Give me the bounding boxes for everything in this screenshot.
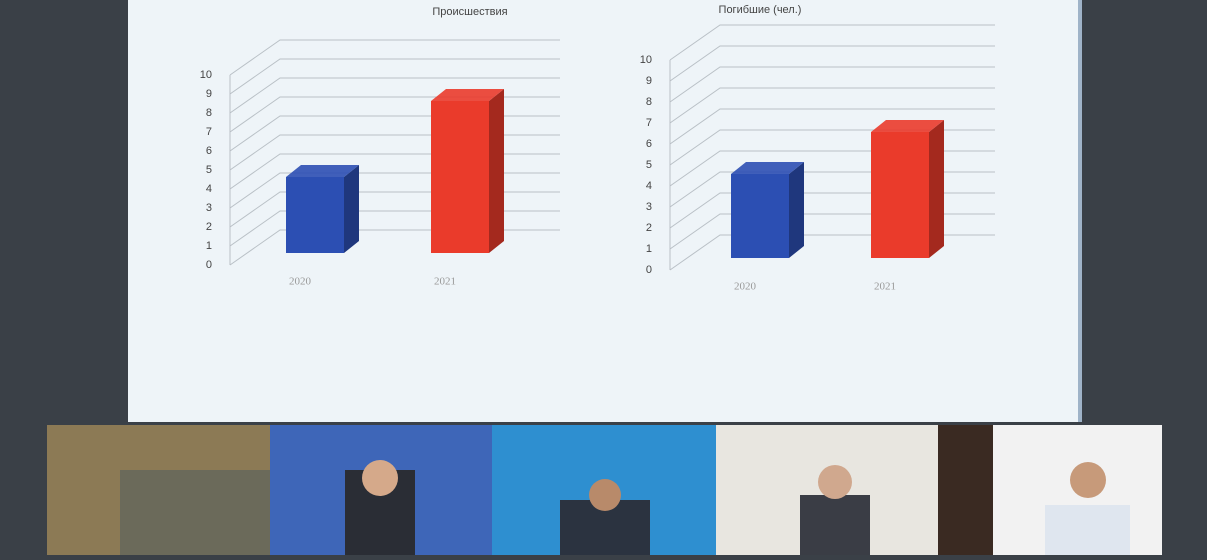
bar-side bbox=[489, 89, 504, 253]
y-tick-label: 3 bbox=[206, 202, 212, 214]
y-tick-label: 5 bbox=[646, 159, 652, 171]
bar-front bbox=[871, 132, 929, 258]
bar bbox=[871, 120, 944, 258]
screen: Происшествия01234567891020202021Погибшие… bbox=[0, 0, 1207, 555]
chart-title: Погибшие (чел.) bbox=[719, 4, 802, 16]
y-tick-label: 8 bbox=[206, 107, 212, 119]
chart-title: Происшествия bbox=[432, 6, 507, 18]
y-tick-label: 0 bbox=[206, 259, 212, 271]
video-tile bbox=[120, 470, 270, 555]
x-tick-label: 2020 bbox=[734, 281, 757, 293]
x-tick-label: 2021 bbox=[874, 281, 896, 293]
y-tick-label: 7 bbox=[206, 126, 212, 138]
y-tick-label: 9 bbox=[646, 75, 652, 87]
y-tick-label: 1 bbox=[206, 240, 212, 252]
y-tick-label: 2 bbox=[206, 221, 212, 233]
bar-front bbox=[431, 101, 489, 253]
y-tick-label: 5 bbox=[206, 164, 212, 176]
y-tick-label: 7 bbox=[646, 117, 652, 129]
video-tile bbox=[818, 465, 852, 499]
video-tile bbox=[362, 460, 398, 496]
y-tick-label: 6 bbox=[206, 145, 212, 157]
bar-front bbox=[286, 177, 344, 253]
video-tile bbox=[589, 479, 621, 511]
y-tick-label: 10 bbox=[200, 69, 212, 81]
x-tick-label: 2020 bbox=[289, 276, 312, 288]
bar-side bbox=[344, 165, 359, 253]
video-tile bbox=[1045, 505, 1130, 555]
y-tick-label: 6 bbox=[646, 138, 652, 150]
video-tile bbox=[800, 495, 870, 555]
y-tick-label: 8 bbox=[646, 96, 652, 108]
x-tick-label: 2021 bbox=[434, 276, 456, 288]
bar-side bbox=[789, 162, 804, 258]
video-tile bbox=[1070, 462, 1106, 498]
bar bbox=[431, 89, 504, 253]
y-tick-label: 3 bbox=[646, 201, 652, 213]
video-strip bbox=[47, 425, 1162, 555]
y-tick-label: 1 bbox=[646, 243, 652, 255]
bar-front bbox=[731, 174, 789, 258]
y-tick-label: 4 bbox=[206, 183, 212, 195]
y-tick-label: 2 bbox=[646, 222, 652, 234]
y-tick-label: 9 bbox=[206, 88, 212, 100]
bar bbox=[286, 165, 359, 253]
video-tile bbox=[938, 425, 993, 555]
y-tick-label: 4 bbox=[646, 180, 652, 192]
y-tick-label: 10 bbox=[640, 54, 652, 66]
slide-edge bbox=[1078, 0, 1082, 422]
bar-side bbox=[929, 120, 944, 258]
bar bbox=[731, 162, 804, 258]
y-tick-label: 0 bbox=[646, 264, 652, 276]
